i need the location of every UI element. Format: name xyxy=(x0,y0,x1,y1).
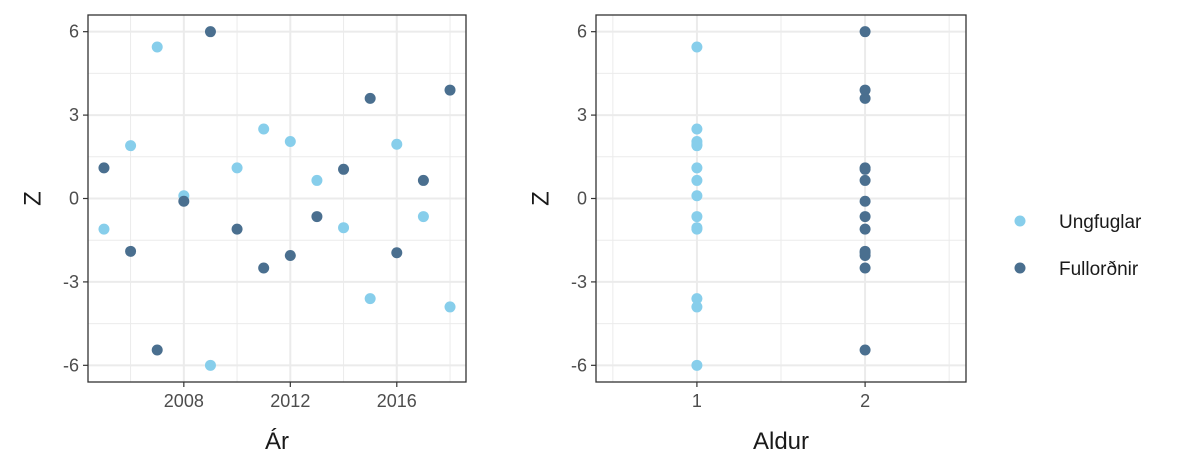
y-tick-label: 0 xyxy=(577,189,587,209)
x-axis-title: Aldur xyxy=(753,428,809,455)
series-fullor-nir xyxy=(98,26,456,356)
data-point xyxy=(231,162,243,174)
panel-2: -6 -3 0 3 6 1 2 Aldur Z xyxy=(528,14,967,455)
data-point xyxy=(859,84,871,96)
data-point xyxy=(691,301,703,313)
y-tick-label: 6 xyxy=(577,22,587,42)
data-point xyxy=(691,190,703,202)
y-axis-title: Z xyxy=(528,191,555,206)
y-tick-label: 0 xyxy=(69,189,79,209)
series-fullor-nir xyxy=(859,26,871,356)
data-point xyxy=(859,174,871,186)
data-point xyxy=(444,301,456,313)
data-point xyxy=(338,222,350,234)
data-point xyxy=(691,211,703,223)
data-point xyxy=(364,92,376,104)
data-point xyxy=(691,138,703,150)
legend: Ungfuglar Fullorðnir xyxy=(1014,212,1142,280)
data-point xyxy=(691,123,703,135)
series-ungfuglar xyxy=(98,41,456,371)
data-point xyxy=(691,174,703,186)
data-point xyxy=(859,344,871,356)
data-point xyxy=(417,211,429,223)
data-point xyxy=(391,247,403,259)
data-point xyxy=(859,211,871,223)
y-tick-label: 6 xyxy=(69,22,79,42)
x-tick-label: 2008 xyxy=(164,391,204,411)
y-tick-label: 3 xyxy=(577,105,587,125)
data-point xyxy=(417,174,429,186)
data-point xyxy=(444,84,456,96)
data-point xyxy=(151,344,163,356)
data-point xyxy=(311,174,323,186)
data-point xyxy=(98,162,110,174)
data-point xyxy=(859,223,871,235)
x-tick-label: 2012 xyxy=(270,391,310,411)
data-point xyxy=(98,223,110,235)
data-point xyxy=(284,136,296,148)
y-tick-label: -3 xyxy=(571,272,587,292)
x-tick-label: 2016 xyxy=(377,391,417,411)
data-point xyxy=(691,222,703,234)
legend-label: Fullorðnir xyxy=(1059,259,1139,280)
x-axis-title: Ár xyxy=(265,428,289,455)
data-point xyxy=(178,195,190,207)
data-point xyxy=(859,262,871,274)
y-tick-label: 3 xyxy=(69,105,79,125)
data-point xyxy=(258,262,270,274)
data-point xyxy=(151,41,163,53)
x-tick-label: 2 xyxy=(860,391,870,411)
x-tick-label: 1 xyxy=(692,391,702,411)
data-point xyxy=(125,140,137,152)
y-axis-title: Z xyxy=(20,191,47,206)
data-point xyxy=(859,163,871,175)
data-point xyxy=(391,138,403,150)
data-point xyxy=(311,211,323,223)
series-ungfuglar xyxy=(691,41,703,371)
legend-key xyxy=(1014,215,1026,227)
legend-key xyxy=(1014,262,1026,274)
data-point xyxy=(204,359,216,371)
data-point xyxy=(284,249,296,261)
y-tick-label: -6 xyxy=(63,355,79,375)
data-point xyxy=(364,293,376,305)
data-point xyxy=(258,123,270,135)
panel-1: -6 -3 0 3 6 2008 2012 2016 Ár Z xyxy=(20,14,467,455)
data-point xyxy=(204,26,216,38)
data-point xyxy=(231,223,243,235)
data-point xyxy=(859,247,871,259)
y-tick-label: -3 xyxy=(63,272,79,292)
data-point xyxy=(859,92,871,104)
y-tick-label: -6 xyxy=(571,355,587,375)
data-point xyxy=(859,195,871,207)
legend-label: Ungfuglar xyxy=(1059,212,1142,233)
data-point xyxy=(691,359,703,371)
data-point xyxy=(125,245,137,257)
data-point xyxy=(691,162,703,174)
data-point xyxy=(859,26,871,38)
data-point xyxy=(338,163,350,175)
data-point xyxy=(691,41,703,53)
data-point xyxy=(691,293,703,305)
